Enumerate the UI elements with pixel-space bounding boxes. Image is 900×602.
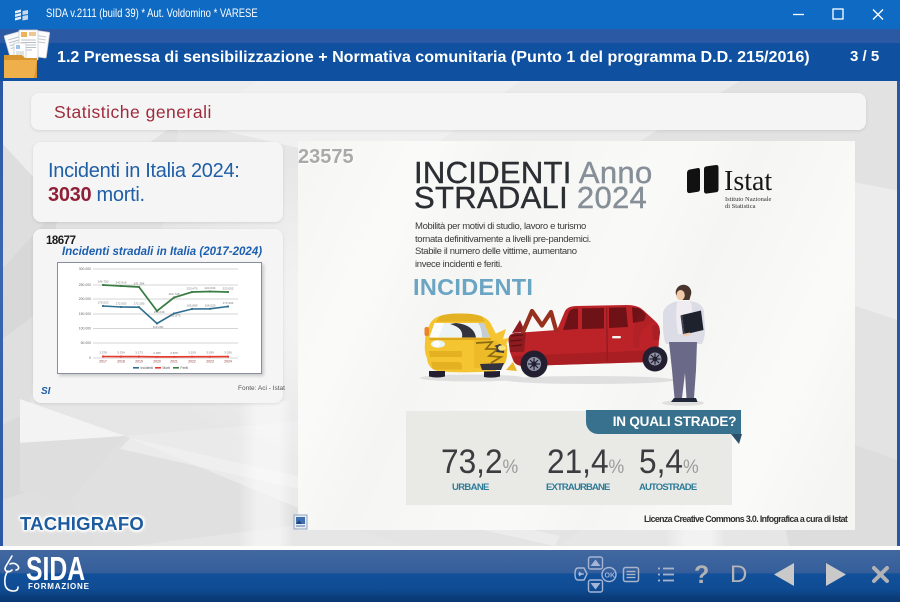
svg-text:200.000: 200.000	[79, 297, 91, 301]
svg-text:3.334: 3.334	[117, 351, 125, 355]
svg-text:50.000: 50.000	[81, 341, 91, 345]
svg-text:2.395: 2.395	[153, 351, 161, 355]
svg-text:241.384: 241.384	[134, 282, 145, 286]
svg-text:172.183: 172.183	[134, 302, 145, 306]
svg-text:242.919: 242.919	[116, 281, 127, 285]
svg-text:Feriti: Feriti	[181, 366, 189, 370]
svg-text:165.889: 165.889	[187, 304, 198, 308]
svg-text:159.249: 159.249	[154, 310, 165, 314]
svg-text:150.000: 150.000	[79, 312, 91, 316]
svg-text:2.875: 2.875	[170, 351, 178, 355]
svg-text:Istat: Istat	[724, 166, 772, 197]
svg-text:119.280: 119.280	[153, 325, 164, 329]
svg-text:3.173: 3.173	[135, 351, 143, 355]
svg-text:?: ?	[694, 561, 709, 589]
svg-text:3.378: 3.378	[99, 351, 107, 355]
svg-text:100.000: 100.000	[79, 327, 91, 331]
svg-text:223.052: 223.052	[223, 287, 234, 291]
svg-text:Morti: Morti	[163, 366, 171, 370]
svg-text:2022: 2022	[188, 360, 196, 364]
svg-text:246.750: 246.750	[98, 280, 109, 284]
svg-text:300.000: 300.000	[79, 267, 91, 271]
svg-text:3.030: 3.030	[224, 351, 232, 355]
svg-text:223.475: 223.475	[187, 287, 198, 291]
svg-text:D: D	[730, 561, 747, 588]
svg-text:di Statistica: di Statistica	[725, 203, 756, 210]
svg-text:2020: 2020	[153, 360, 161, 364]
svg-text:2018: 2018	[117, 360, 125, 364]
svg-text:204.728: 204.728	[169, 292, 180, 296]
svg-text:3.039: 3.039	[206, 351, 214, 355]
svg-text:Istituto Nazionale: Istituto Nazionale	[725, 196, 772, 203]
svg-text:2019: 2019	[135, 360, 143, 364]
svg-text:2017: 2017	[99, 360, 107, 364]
svg-text:151.875: 151.875	[170, 314, 181, 318]
svg-text:2023: 2023	[206, 360, 214, 364]
svg-text:0: 0	[89, 356, 91, 360]
svg-text:175.023: 175.023	[98, 301, 109, 305]
svg-text:172.553: 172.553	[116, 302, 127, 306]
svg-text:OK: OK	[605, 573, 616, 580]
svg-text:2021: 2021	[170, 360, 178, 364]
svg-text:166.525: 166.525	[205, 303, 216, 307]
svg-text:Incidenti: Incidenti	[141, 366, 154, 370]
svg-text:3.159: 3.159	[188, 351, 196, 355]
svg-text:224.634: 224.634	[205, 286, 216, 290]
svg-text:2024: 2024	[224, 360, 232, 364]
svg-text:173.364: 173.364	[223, 301, 234, 305]
svg-text:250.000: 250.000	[79, 283, 91, 287]
